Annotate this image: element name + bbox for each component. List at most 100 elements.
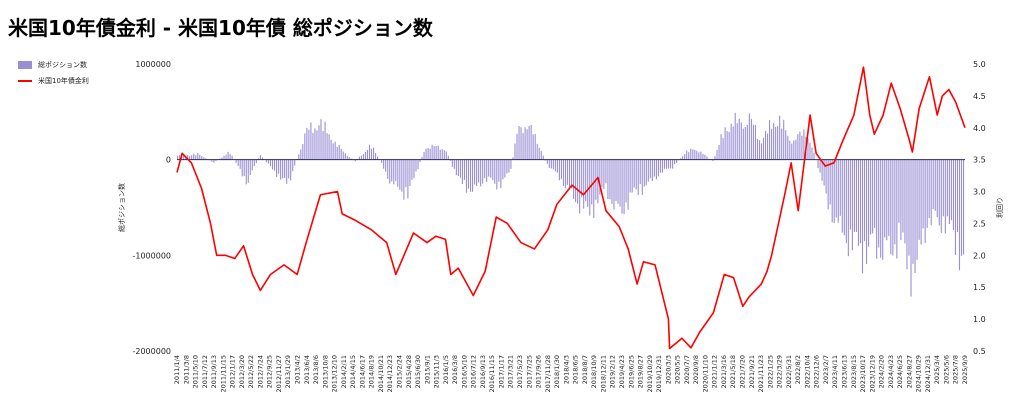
position-bar bbox=[528, 126, 530, 160]
x-tick-label: 2015/2/24 bbox=[395, 355, 403, 388]
x-tick-label: 2019/8/27 bbox=[637, 355, 645, 388]
position-bar bbox=[332, 143, 334, 160]
position-bar bbox=[599, 159, 601, 195]
position-bar bbox=[362, 154, 364, 160]
x-tick-label: 2012/1/17 bbox=[229, 355, 237, 388]
position-bar bbox=[486, 159, 488, 183]
position-bar bbox=[734, 112, 736, 160]
position-bar bbox=[942, 159, 944, 217]
position-bar bbox=[269, 159, 272, 167]
position-bar bbox=[358, 156, 360, 160]
position-bar bbox=[471, 159, 474, 192]
position-bar bbox=[922, 159, 924, 229]
position-bar bbox=[568, 159, 571, 188]
position-bar bbox=[526, 129, 528, 160]
left-tick-label: 0 bbox=[166, 156, 171, 165]
position-bar bbox=[251, 159, 253, 171]
position-bar bbox=[383, 159, 385, 169]
yield-line bbox=[176, 66, 966, 350]
position-bar bbox=[342, 151, 344, 160]
position-bar bbox=[245, 159, 247, 185]
x-tick-label: 2019/2/12 bbox=[609, 355, 617, 388]
x-tick-label: 2013/12/10 bbox=[331, 355, 339, 392]
position-bar bbox=[583, 159, 585, 209]
position-bar bbox=[278, 159, 280, 174]
position-bar bbox=[910, 159, 912, 297]
left-tick-label: 1000000 bbox=[135, 60, 171, 69]
position-bar bbox=[469, 159, 472, 192]
position-bar bbox=[496, 159, 498, 190]
position-bar bbox=[433, 146, 435, 160]
position-bar bbox=[514, 143, 516, 160]
position-bar bbox=[344, 153, 346, 160]
position-bar bbox=[637, 159, 639, 196]
position-bar bbox=[882, 159, 884, 260]
position-bar bbox=[346, 155, 348, 160]
position-bar bbox=[878, 159, 880, 248]
legend-label-bar: 総ポジション数 bbox=[38, 61, 87, 69]
x-tick-label: 2024/10/29 bbox=[915, 355, 923, 392]
position-bar bbox=[956, 159, 959, 233]
x-tick-label: 2024/8/27 bbox=[905, 355, 913, 388]
x-tick-label: 2018/1/30 bbox=[553, 355, 561, 388]
position-bar bbox=[868, 159, 870, 247]
position-bar bbox=[482, 159, 484, 184]
position-bar bbox=[726, 131, 728, 160]
x-tick-label: 2012/7/24 bbox=[256, 355, 264, 388]
position-bar bbox=[785, 130, 787, 160]
position-bar bbox=[708, 158, 710, 160]
position-bar bbox=[898, 159, 900, 223]
position-bar bbox=[787, 135, 789, 160]
position-bar bbox=[326, 133, 328, 160]
x-tick-label: 2015/6/30 bbox=[414, 355, 422, 388]
position-bar bbox=[633, 159, 635, 188]
position-bar bbox=[843, 159, 845, 236]
x-tick-label: 2016/9/13 bbox=[479, 355, 487, 388]
position-bar bbox=[397, 159, 399, 187]
x-tick-label: 2013/1/29 bbox=[284, 355, 292, 388]
x-tick-label: 2011/3/8 bbox=[182, 355, 190, 384]
position-bar bbox=[839, 159, 841, 216]
position-bar bbox=[530, 124, 532, 160]
position-bar bbox=[613, 159, 615, 210]
position-bar bbox=[276, 159, 278, 177]
right-tick-label: 3.0 bbox=[973, 188, 986, 197]
position-bar bbox=[338, 144, 340, 160]
position-bar bbox=[554, 159, 556, 172]
x-tick-label: 2019/12/31 bbox=[655, 355, 663, 392]
position-bar bbox=[847, 159, 849, 257]
position-bar bbox=[781, 128, 783, 160]
position-bar bbox=[845, 159, 847, 244]
position-bar bbox=[659, 159, 662, 173]
position-bar bbox=[552, 159, 554, 170]
position-bar bbox=[954, 159, 957, 255]
position-bar bbox=[694, 149, 696, 160]
position-bar bbox=[916, 159, 918, 260]
position-bar bbox=[789, 140, 791, 160]
right-tick-label: 2.5 bbox=[973, 219, 986, 228]
position-bar bbox=[627, 159, 629, 210]
position-bar bbox=[381, 159, 383, 163]
x-tick-label: 2022/3/29 bbox=[776, 355, 784, 388]
position-bar bbox=[793, 140, 795, 160]
position-bar bbox=[649, 159, 651, 179]
position-bar bbox=[940, 159, 942, 233]
x-tick-label: 2023/4/11 bbox=[831, 355, 839, 388]
position-bar bbox=[938, 159, 940, 226]
position-bar bbox=[762, 137, 765, 160]
position-bar bbox=[657, 159, 659, 177]
position-bar bbox=[492, 159, 494, 181]
position-bar bbox=[900, 159, 902, 241]
position-bar bbox=[892, 159, 894, 256]
x-tick-label: 2019/6/25 bbox=[627, 355, 635, 388]
position-bar bbox=[714, 156, 716, 160]
position-bar bbox=[564, 159, 567, 189]
position-bar bbox=[320, 119, 322, 160]
position-bar bbox=[213, 159, 215, 163]
position-bar bbox=[439, 149, 441, 160]
x-tick-label: 2018/12/11 bbox=[599, 355, 607, 392]
position-bar bbox=[621, 159, 623, 214]
position-bar bbox=[663, 159, 666, 169]
position-bar bbox=[791, 143, 793, 160]
right-tick-label: 1.5 bbox=[973, 283, 986, 292]
